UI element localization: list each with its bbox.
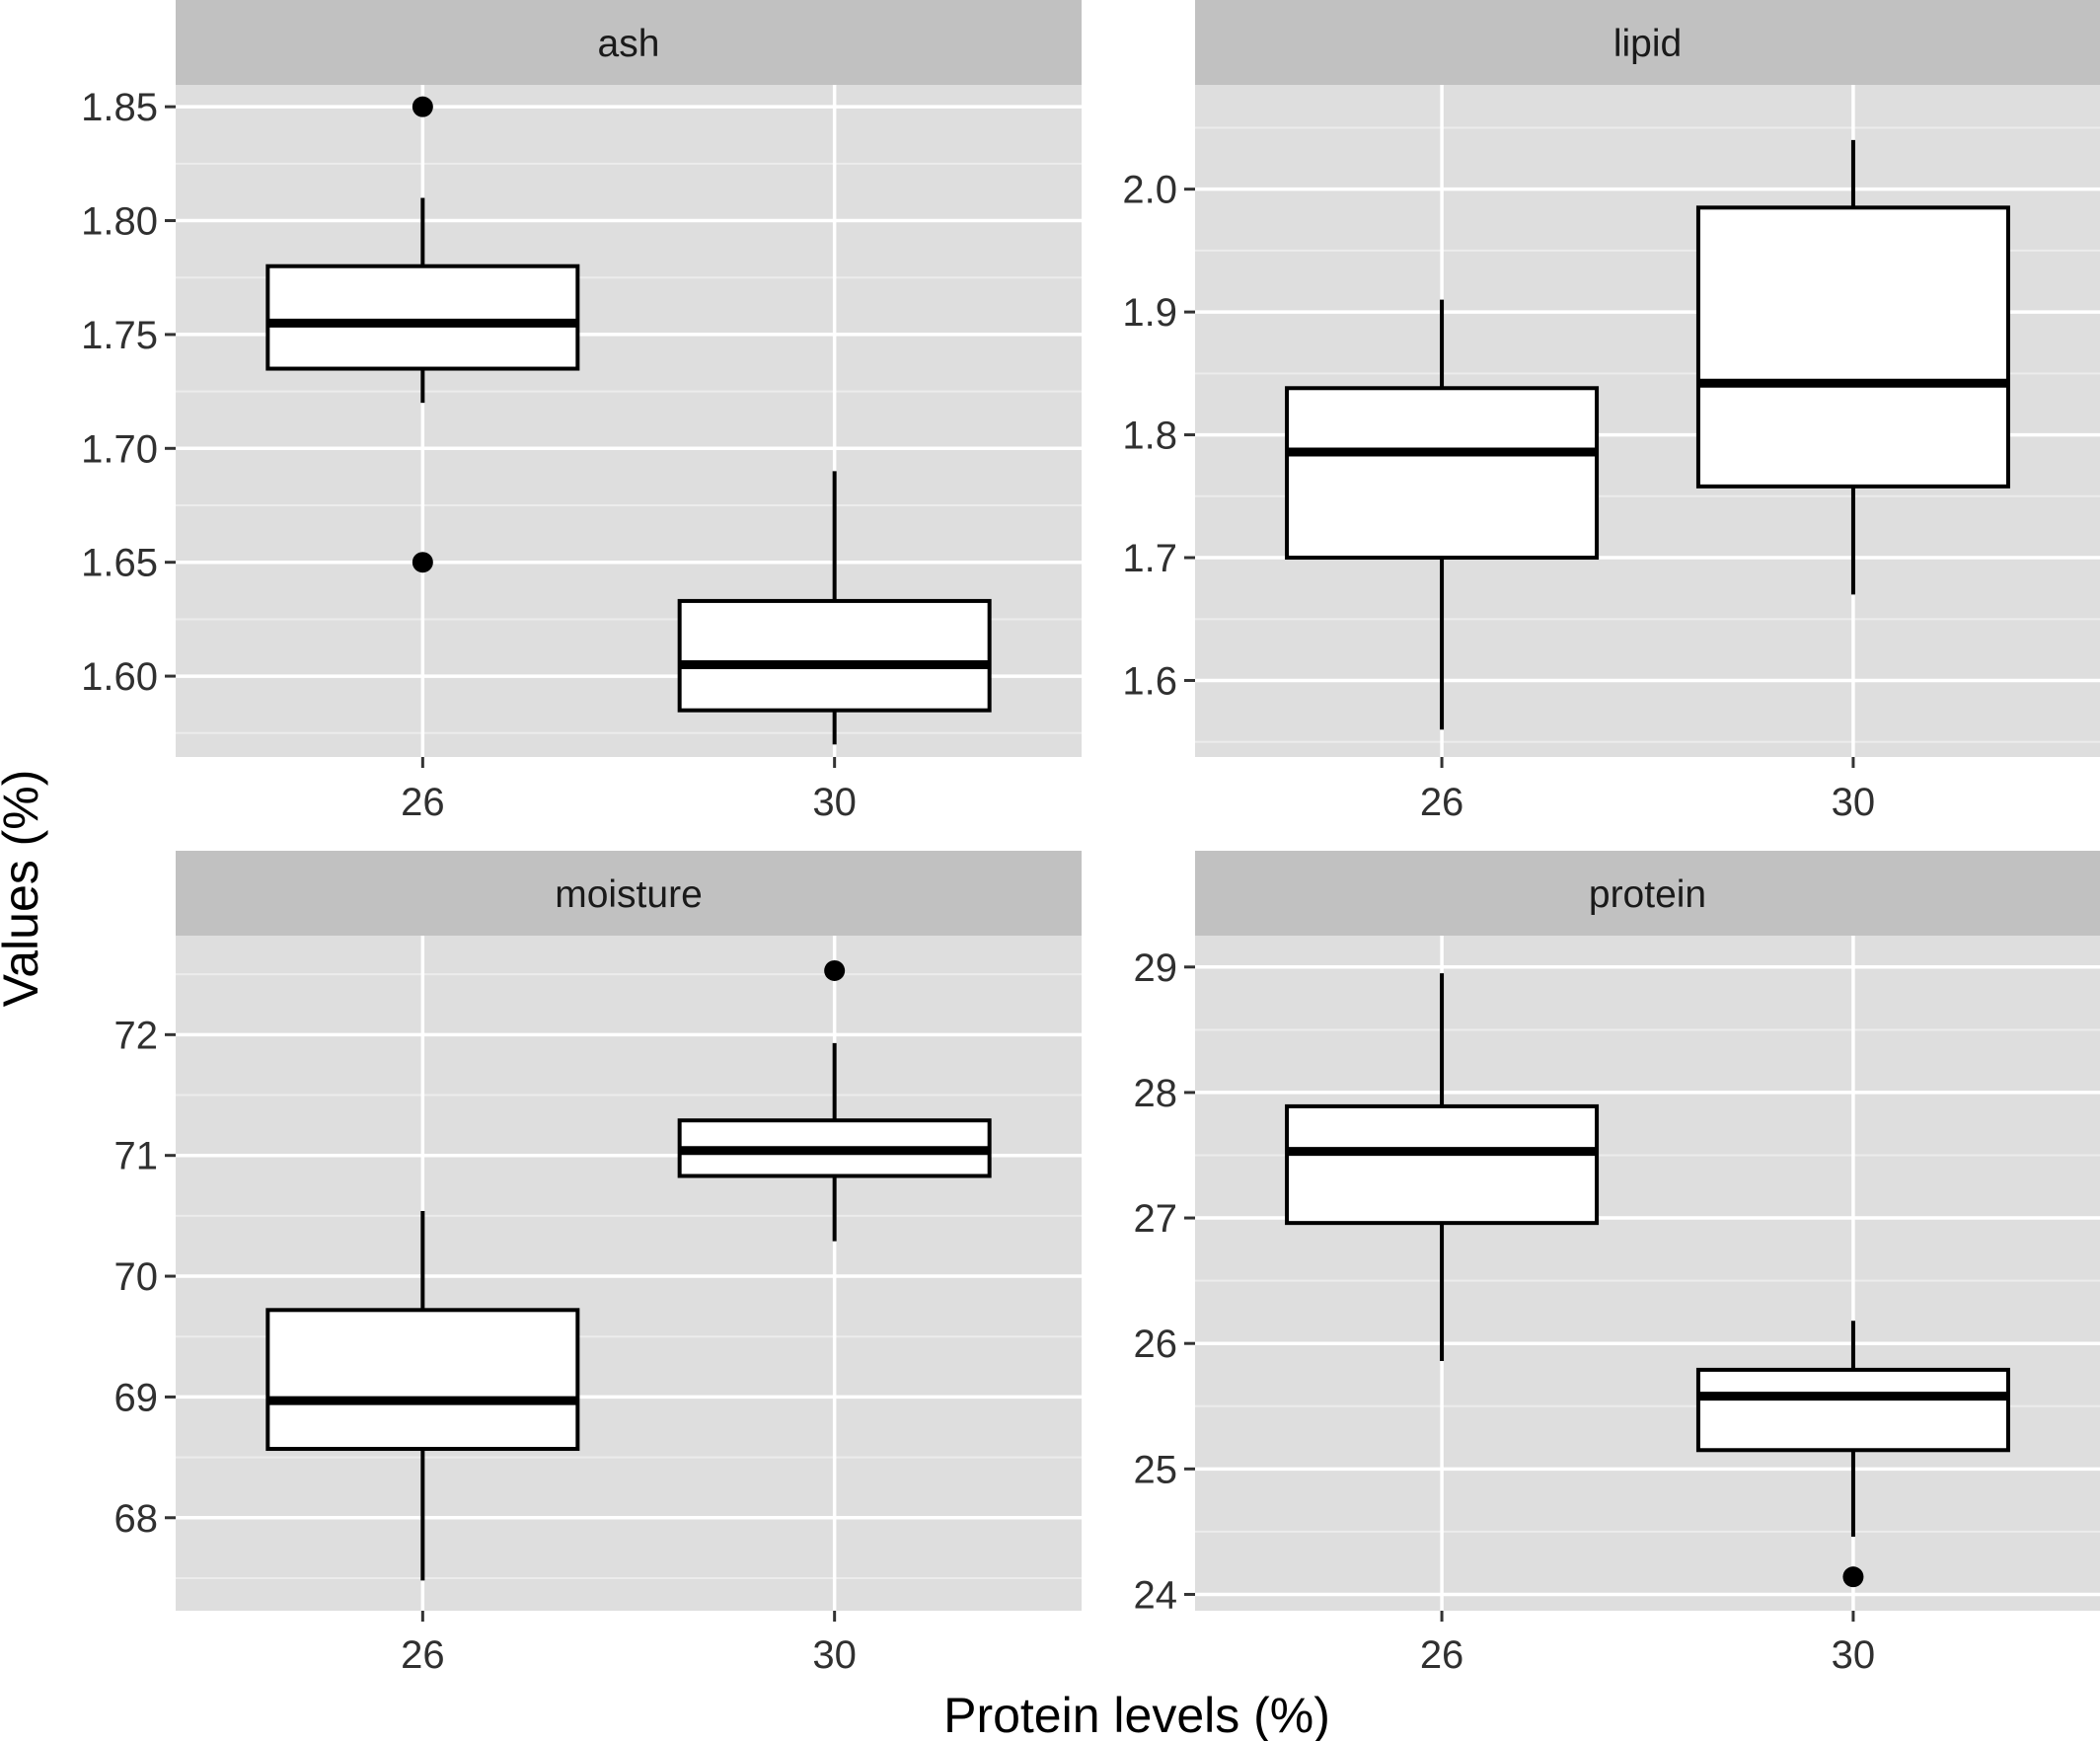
outlier-point <box>412 96 433 117</box>
box-30 <box>677 471 992 745</box>
panel-ash: ash 1.60 1.65 1.70 1.75 1.80 1.85 26 30 <box>81 0 1082 824</box>
panel-background <box>1195 936 2100 1611</box>
x-tick-label: 26 <box>1420 1633 1464 1677</box>
outlier-point <box>824 959 846 981</box>
strip-label: ash <box>598 23 660 65</box>
box-30 <box>1695 1321 2010 1588</box>
y-tick-label: 69 <box>114 1376 159 1419</box>
box-iqr <box>677 598 992 713</box>
y-tick-label: 26 <box>1134 1323 1178 1366</box>
box-26 <box>1285 299 1600 730</box>
x-tick-label: 30 <box>1832 1633 1876 1677</box>
outlier-point <box>412 552 433 573</box>
panel-background <box>176 936 1082 1611</box>
y-tick-label: 1.65 <box>81 542 158 585</box>
box-30 <box>677 959 992 1242</box>
y-tick-label: 1.85 <box>81 86 158 129</box>
panel-moisture: moisture 68 69 70 71 72 26 30 <box>114 851 1082 1677</box>
box-iqr <box>265 1308 580 1452</box>
box-iqr <box>1285 386 1600 561</box>
y-tick-label: 2.0 <box>1122 169 1177 212</box>
y-tick-label: 1.70 <box>81 427 158 471</box>
box-30 <box>1695 139 2010 595</box>
box-iqr <box>265 264 580 371</box>
x-tick-label: 30 <box>812 781 857 824</box>
x-tick-label: 30 <box>812 1633 857 1677</box>
strip-background <box>176 0 1082 85</box>
y-tick-label: 1.75 <box>81 314 158 357</box>
y-tick-label: 28 <box>1134 1072 1178 1115</box>
y-tick-label: 1.60 <box>81 655 158 699</box>
outlier-point <box>1842 1566 1864 1588</box>
strip-label: lipid <box>1613 23 1682 65</box>
panels-layer: ash 1.60 1.65 1.70 1.75 1.80 1.85 26 30 lipid 1.6 1… <box>81 0 2100 1677</box>
y-tick-label: 1.8 <box>1122 415 1177 458</box>
x-axis-title: Protein levels (%) <box>943 1688 1330 1741</box>
x-tick-label: 26 <box>401 1633 445 1677</box>
y-tick-label: 27 <box>1134 1197 1178 1241</box>
box-iqr <box>1695 1367 2010 1453</box>
y-tick-label: 70 <box>114 1255 159 1299</box>
strip-background <box>1195 0 2100 85</box>
y-tick-label: 72 <box>114 1014 159 1057</box>
strip-background <box>176 851 1082 936</box>
y-tick-label: 1.9 <box>1122 291 1177 335</box>
y-axis-title: Values (%) <box>0 770 48 1008</box>
x-tick-label: 26 <box>401 781 445 824</box>
panel-protein: protein 24 25 26 27 28 29 26 30 <box>1134 851 2100 1677</box>
y-tick-label: 1.80 <box>81 200 158 244</box>
y-tick-label: 71 <box>114 1135 159 1178</box>
y-tick-label: 1.7 <box>1122 537 1177 580</box>
y-tick-label: 24 <box>1134 1573 1178 1617</box>
x-tick-label: 30 <box>1832 781 1876 824</box>
strip-label: protein <box>1589 873 1706 916</box>
y-tick-label: 1.6 <box>1122 659 1177 703</box>
strip-background <box>1195 851 2100 936</box>
strip-label: moisture <box>555 873 703 916</box>
y-tick-label: 29 <box>1134 946 1178 990</box>
box-iqr <box>1285 1103 1600 1226</box>
box-26 <box>265 96 580 573</box>
box-26 <box>1285 973 1600 1361</box>
box-iqr <box>1695 205 2010 489</box>
x-tick-label: 26 <box>1420 781 1464 824</box>
box-26 <box>265 1210 580 1581</box>
y-tick-label: 25 <box>1134 1448 1178 1491</box>
panel-lipid: lipid 1.6 1.7 1.8 1.9 2.0 26 30 <box>1122 0 2100 824</box>
y-tick-label: 68 <box>114 1497 159 1541</box>
